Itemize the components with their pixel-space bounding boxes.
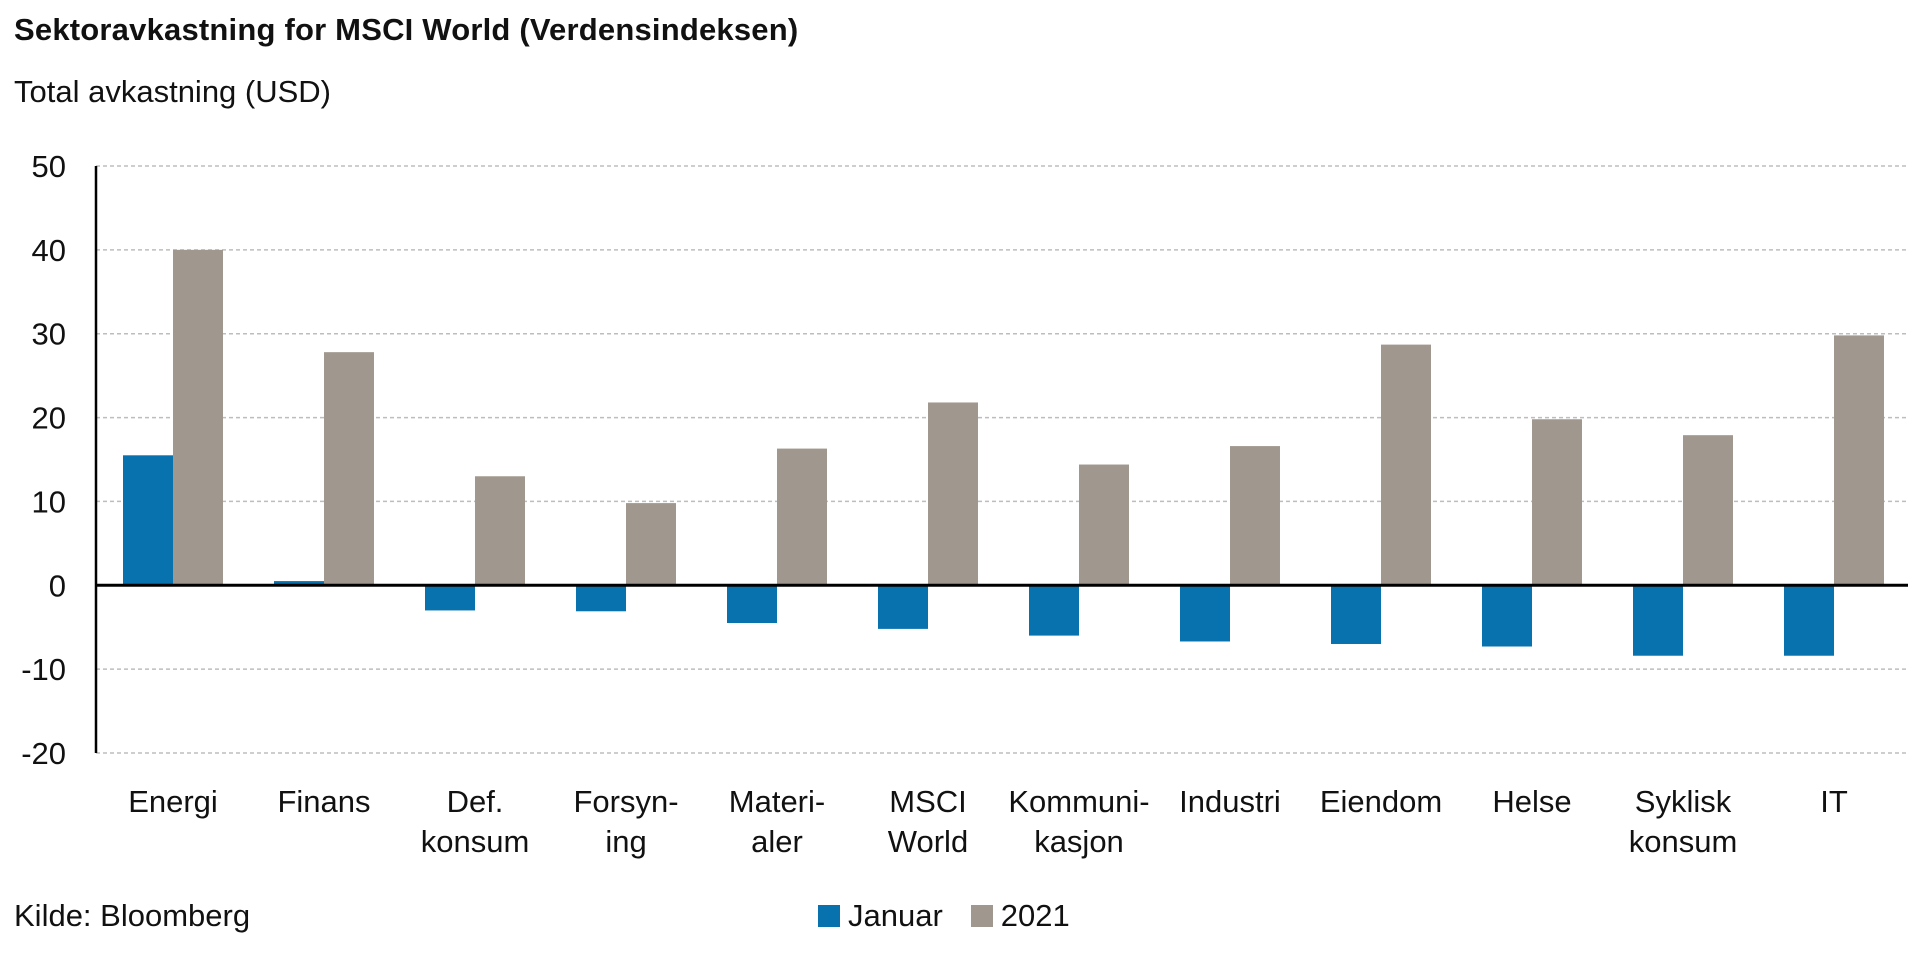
legend-item-januar: Januar <box>818 898 943 934</box>
legend-swatch-januar <box>818 905 840 927</box>
x-tick-label: Materi- <box>729 784 825 819</box>
x-tick-label: konsum <box>1629 824 1738 859</box>
y-tick-label: 50 <box>32 149 66 184</box>
x-tick-label: konsum <box>421 824 530 859</box>
bar-januar <box>425 585 475 611</box>
x-tick-label: World <box>888 824 968 859</box>
bar-januar <box>878 585 928 629</box>
bar-2021 <box>324 352 374 586</box>
chart-subtitle: Total avkastning (USD) <box>14 74 332 109</box>
x-tick-label: IT <box>1820 784 1848 819</box>
bar-januar <box>576 585 626 612</box>
x-tick-label: Kommuni- <box>1008 784 1149 819</box>
x-tick-label: Eiendom <box>1320 784 1442 819</box>
source-note: Kilde: Bloomberg <box>14 898 251 933</box>
y-tick-label: 40 <box>32 233 66 268</box>
bar-2021 <box>1532 419 1582 586</box>
x-tick-label: MSCI <box>889 784 967 819</box>
bar-2021 <box>173 249 223 586</box>
bar-januar <box>1784 585 1834 656</box>
bar-januar <box>1180 585 1230 642</box>
x-tick-label: Industri <box>1179 784 1281 819</box>
bar-januar <box>1029 585 1079 636</box>
bar-2021 <box>475 476 525 586</box>
bar-2021 <box>1230 446 1280 586</box>
legend-label-januar: Januar <box>848 898 943 933</box>
y-tick-label: 20 <box>32 401 66 436</box>
x-tick-label: aler <box>751 824 803 859</box>
bar-2021 <box>1683 435 1733 586</box>
x-tick-label: ing <box>605 824 646 859</box>
bar-januar <box>1633 585 1683 656</box>
bar-2021 <box>928 402 978 586</box>
y-tick-label: -20 <box>21 736 66 771</box>
bar-januar <box>274 581 324 586</box>
bar-januar <box>1482 585 1532 647</box>
legend-item-2021: 2021 <box>970 898 1070 934</box>
chart-title: Sektoravkastning for MSCI World (Verdens… <box>14 12 799 47</box>
legend-label-2021: 2021 <box>1000 898 1070 933</box>
x-tick-label: kasjon <box>1034 824 1124 859</box>
x-tick-label: Def. <box>447 784 504 819</box>
x-tick-label: Syklisk <box>1635 784 1732 819</box>
bar-januar <box>727 585 777 624</box>
x-tick-label: Forsyn- <box>573 784 678 819</box>
x-tick-label: Energi <box>128 784 218 819</box>
y-tick-label: -10 <box>21 652 66 687</box>
y-tick-label: 30 <box>32 317 66 352</box>
bar-2021 <box>1079 464 1129 586</box>
y-tick-label: 0 <box>49 568 66 603</box>
bar-2021 <box>777 448 827 586</box>
x-tick-label: Helse <box>1492 784 1571 819</box>
x-tick-label: Finans <box>277 784 370 819</box>
bar-2021 <box>626 503 676 586</box>
bar-januar <box>123 455 173 586</box>
bar-2021 <box>1381 344 1431 586</box>
y-tick-label: 10 <box>32 484 66 519</box>
bar-januar <box>1331 585 1381 644</box>
legend: Januar 2021 <box>818 898 1098 934</box>
bar-2021 <box>1834 335 1884 586</box>
legend-swatch-2021 <box>970 905 993 927</box>
